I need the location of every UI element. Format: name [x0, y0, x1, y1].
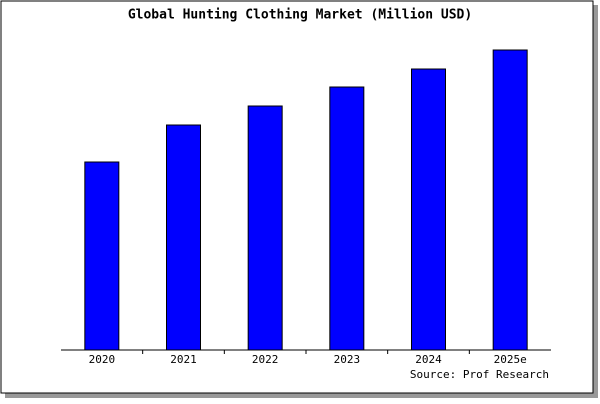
- bar: [84, 161, 120, 351]
- bar: [329, 86, 365, 351]
- x-tick-label: 2021: [170, 353, 197, 366]
- x-tick-label: 2024: [415, 353, 442, 366]
- bar: [166, 124, 201, 351]
- bar: [247, 105, 283, 351]
- x-tick-label: 2020: [89, 353, 116, 366]
- source-note: Source: Prof Research: [410, 368, 549, 381]
- bar: [492, 49, 528, 351]
- chart-title: Global Hunting Clothing Market (Million …: [128, 8, 472, 23]
- plot-area: [61, 50, 551, 350]
- x-tick-label: 2025e: [494, 353, 527, 366]
- x-tick-label: 2023: [334, 353, 361, 366]
- bar: [411, 68, 446, 351]
- x-tick-label: 2022: [252, 353, 279, 366]
